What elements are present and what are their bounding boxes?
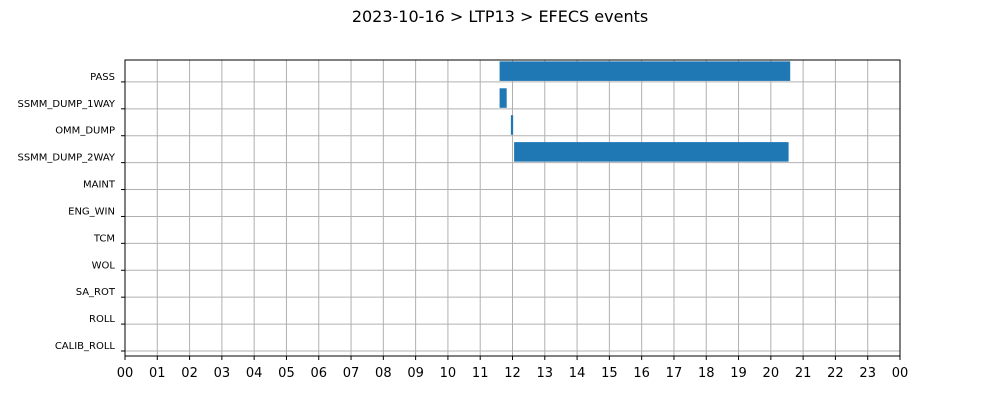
y-tick-label: PASS (90, 72, 115, 83)
x-tick-label: 19 (730, 366, 747, 381)
grid-lines (124, 60, 901, 356)
y-tick-label: SSMM_DUMP_1WAY (17, 99, 115, 110)
x-axis: 00 01 02 03 04 05 06 07 08 09 10 11 12 13 14 15 16 17 18 19… (117, 356, 909, 381)
x-tick-label: 02 (181, 366, 198, 381)
x-tick-label: 01 (149, 366, 166, 381)
x-tick-label: 16 (633, 366, 650, 381)
chart-title: 2023-10-16 > LTP13 > EFECS events (352, 7, 648, 26)
x-tick-label: 15 (601, 366, 618, 381)
x-tick-label: 03 (214, 366, 231, 381)
x-tick-label: 08 (375, 366, 392, 381)
y-tick-label: ROLL (89, 314, 115, 325)
y-tick-label: SSMM_DUMP_2WAY (17, 153, 115, 164)
x-tick-label: 21 (795, 366, 812, 381)
x-tick-label: 20 (763, 366, 780, 381)
x-tick-label: 05 (278, 366, 295, 381)
event-bars (499, 61, 791, 162)
plot-area (124, 59, 901, 357)
x-tick-label: 18 (698, 366, 715, 381)
event-bar-ssmm-dump-1way (499, 88, 507, 108)
y-tick-label: SA_ROT (76, 287, 116, 298)
x-tick-label: 00 (892, 366, 909, 381)
x-tick-label: 11 (472, 366, 489, 381)
y-tick-label: CALIB_ROLL (55, 341, 116, 352)
x-tick-label: 23 (859, 366, 876, 381)
x-tick-label: 04 (246, 366, 263, 381)
x-tick-label: 17 (666, 366, 683, 381)
event-bar-omm-dump (510, 115, 514, 135)
x-tick-label: 09 (407, 366, 424, 381)
x-tick-label: 07 (343, 366, 360, 381)
event-bar-ssmm-dump-2way (514, 142, 789, 162)
x-tick-label: 14 (569, 366, 586, 381)
y-axis: PASS SSMM_DUMP_1WAY OMM_DUMP SSMM_DUMP_2WAY… (17, 72, 125, 352)
y-tick-label: WOL (92, 260, 116, 271)
y-tick-label: ENG_WIN (68, 206, 115, 217)
y-tick-label: TCM (93, 233, 115, 244)
x-tick-label: 00 (117, 366, 134, 381)
y-tick-label: MAINT (83, 180, 116, 191)
y-tick-label: OMM_DUMP (55, 126, 115, 137)
x-tick-label: 12 (504, 366, 521, 381)
x-tick-label: 06 (310, 366, 327, 381)
x-tick-label: 22 (827, 366, 844, 381)
x-tick-label: 13 (537, 366, 554, 381)
x-tick-label: 10 (440, 366, 457, 381)
event-bar-pass (499, 61, 791, 81)
